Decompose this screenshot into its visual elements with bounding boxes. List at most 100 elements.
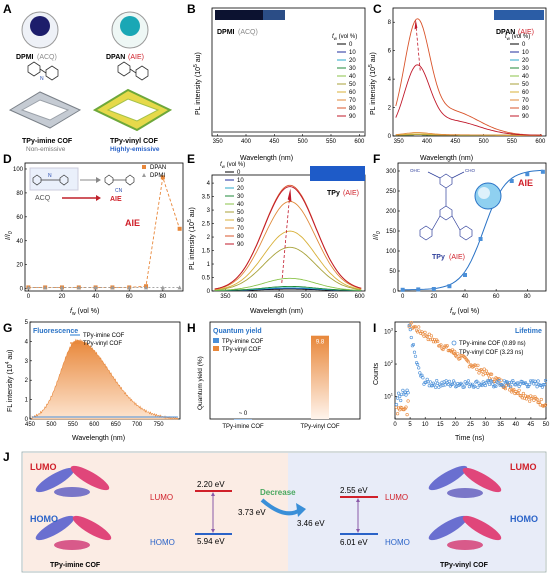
panel-i-point-0 [424, 380, 428, 384]
panel-i-point-1 [526, 395, 531, 400]
panel-i-ytick-label: 101 [384, 391, 394, 400]
panel-e-ytick-label: 4 [207, 181, 211, 187]
panel-f-mol-tag: (AIE) [449, 254, 465, 261]
panel-e-ytick-label: 0 [207, 289, 211, 295]
panel-i-point-1 [543, 403, 548, 407]
panel-c-legend: fw (vol %)0 10 20 30 40 50 60 70 80 90 [505, 34, 530, 120]
legend-label-30: 30 [349, 66, 356, 72]
panel-i-xtick-label: 10 [422, 422, 429, 428]
panel-i-point-0 [441, 383, 445, 388]
panel-h-bar-1 [311, 335, 329, 419]
panel-f-xtick-label: 20 [430, 294, 437, 300]
vinyl-lumo-orbital-icon [428, 465, 502, 498]
panel-i-point-0 [490, 379, 494, 384]
dpmi-label: DPMI [16, 54, 34, 61]
left-lumo-label: LUMO [150, 493, 173, 502]
vial-strip-e [310, 166, 365, 181]
panel-j: J LUMO HOMO TPy-imine COF LUMO HOMO 2.20… [3, 450, 547, 573]
legend-label-70: 70 [237, 226, 244, 232]
panel-i-point-0 [533, 379, 537, 383]
panel-b-inset [215, 10, 285, 20]
panel-c-ytick-label: 0 [388, 134, 392, 140]
panel-i-ytick-label: 102 [384, 359, 394, 368]
panel-c-axes [392, 7, 547, 137]
panel-g-xtick-label: 750 [154, 422, 165, 428]
panel-i-xtick-label: 30 [482, 422, 489, 428]
legend-label-40: 40 [349, 74, 356, 80]
panel-i-point-0 [400, 392, 404, 396]
panel-i-point-1 [520, 396, 524, 400]
panel-i-xtick-label: 25 [467, 422, 474, 428]
panel-i-point-0 [440, 380, 444, 385]
panel-i-point-1 [481, 373, 485, 377]
panel-c-ylabel: PL intensity (105 au) [368, 52, 377, 115]
panel-f-xtick-label: 60 [493, 294, 500, 300]
panel-g-legend-1: TPy-vinyl COF [83, 341, 122, 347]
panel-e-ytick-label: 1.5 [202, 249, 211, 255]
cof2-desc: Highly-emissive [110, 146, 160, 153]
panel-i-point-1 [413, 325, 418, 329]
panel-g: G Fluorescence 450 500 550 600 650 700 750 0 1 2 3… [3, 320, 181, 442]
panel-d-ytick-label: 20 [16, 263, 23, 269]
panel-h-legend-0: TPy-imine COF [222, 339, 264, 345]
panel-f-point [509, 179, 514, 183]
panel-i-legend: TPy-imine COF (0.89 ns) TPy-vinyl COF (3.… [451, 340, 526, 356]
right-homo-label: HOMO [385, 538, 410, 547]
panel-i-point-1 [404, 405, 408, 409]
panel-f-point [400, 287, 405, 292]
panel-c-xtick-label: 400 [422, 139, 433, 145]
dpan-tag: (AIE) [128, 54, 144, 61]
legend-label-30: 30 [522, 66, 529, 72]
panel-i-point-1 [482, 367, 486, 371]
panel-i-point-0 [471, 382, 475, 386]
panel-i-point-1 [436, 339, 440, 344]
panel-i-point-0 [501, 384, 505, 388]
tpy-imine-cof-network-icon [8, 91, 82, 129]
panel-e-series-70 [214, 201, 362, 290]
panel-h-title: Quantum yield [213, 328, 262, 335]
panel-i-point-1 [517, 388, 521, 392]
panel-i-point-0 [509, 384, 513, 389]
panel-f-ytick-label: 300 [386, 169, 397, 175]
panel-i-point-1 [523, 394, 528, 398]
panel-i-point-1 [426, 337, 430, 342]
dpmi-tag: (ACQ) [37, 54, 57, 61]
panel-e-ytick-label: 2.5 [202, 222, 211, 228]
panel-i-point-0 [408, 328, 412, 332]
panel-f-ytick-label: 50 [389, 269, 396, 275]
panel-c-xtick-label: 550 [507, 139, 518, 145]
legend-label-90: 90 [349, 114, 356, 120]
panel-i-point-0 [413, 354, 418, 358]
panel-i-point-0 [407, 323, 411, 328]
legend-label-80: 80 [522, 106, 529, 112]
cof1-name: TPy-imine COF [22, 138, 73, 145]
panel-d-point-DPMI [177, 285, 182, 290]
panel-i-point-1 [503, 387, 508, 391]
panel-i-point-1 [499, 378, 503, 382]
panel-c-xlabel: Wavelength (nm) [420, 155, 473, 162]
panel-e-ylabel: PL intensity (105 au) [187, 207, 196, 270]
panel-i-point-0 [494, 384, 498, 388]
panel-b-legend: fw (vol %)0 10 20 30 40 50 60 70 80 90 [332, 34, 357, 120]
panel-d-legend: DPAN DPMI [142, 165, 166, 179]
panel-f-ytick-label: 0 [393, 289, 397, 295]
panel-b: B DPMI (ACQ) 350 400 450 500 550 600 Waveleng… [187, 2, 366, 162]
panel-e-legend: fw (vol %)0 10 20 30 40 50 60 70 80 90 [220, 162, 245, 248]
panel-f-aie: AIE [518, 178, 533, 188]
imine-lumo-orbital-icon [35, 465, 110, 497]
panel-d-point-DPMI [93, 285, 98, 290]
legend-label-20: 20 [237, 186, 244, 192]
tpy-molecule-icon [419, 171, 473, 241]
panel-f: F 0 20 40 60 80 0 50 100 150 200 250 300 fw (vol %)… [373, 152, 547, 317]
panel-c-shift-arrowhead [414, 19, 418, 30]
right-cof-name: TPy-vinyl COF [440, 562, 489, 569]
panel-h-legend-swatch [213, 346, 219, 351]
panel-i-point-0 [531, 379, 535, 383]
panel-i-point-1 [516, 391, 520, 395]
panel-i-point-1 [409, 321, 413, 325]
panel-f-xtick-label: 40 [462, 294, 469, 300]
panel-f-ytick-label: 250 [386, 189, 397, 195]
panel-h-plot: TPy-imine COF TPy-vinyl COF ~ 0 TPy-imine C… [213, 335, 340, 430]
